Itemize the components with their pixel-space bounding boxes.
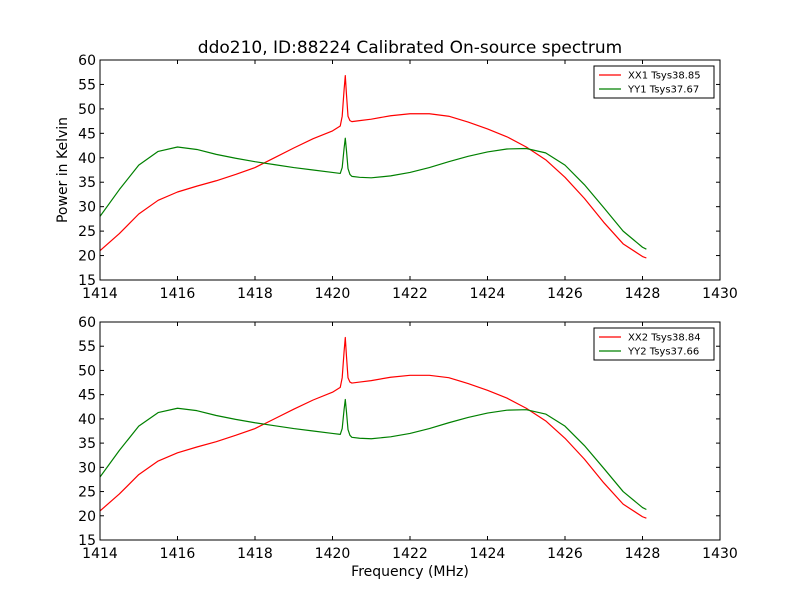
legend-box bbox=[593, 327, 715, 361]
x-tick-label: 1430 bbox=[702, 546, 738, 562]
legend-entry: YY2 Tsys37.66 bbox=[627, 347, 699, 358]
y-tick-label: 25 bbox=[78, 224, 96, 240]
top-spectrum-plot: 1414 1416 1418 1420 1422 1424 1426 1428 1430 15 20… bbox=[78, 53, 738, 302]
y-tick-label: 55 bbox=[78, 339, 96, 355]
x-tick-label: 1422 bbox=[392, 546, 428, 562]
x-tick-label: 1426 bbox=[547, 286, 583, 302]
x-tick-label: 1428 bbox=[625, 546, 661, 562]
x-tick-label: 1430 bbox=[702, 286, 738, 302]
y-tick-label: 45 bbox=[78, 388, 96, 404]
x-tick-label: 1424 bbox=[470, 286, 506, 302]
y-tick-label: 55 bbox=[78, 77, 96, 93]
series-line-1 bbox=[100, 75, 647, 259]
x-tick-label: 1428 bbox=[625, 286, 661, 302]
x-tick-label: 1414 bbox=[82, 546, 118, 562]
x-tick-label: 1422 bbox=[392, 286, 428, 302]
x-tick-label: 1424 bbox=[470, 546, 506, 562]
y-tick-label: 50 bbox=[78, 363, 96, 379]
y-tick-label: 60 bbox=[78, 315, 96, 331]
x-tick-label: 1416 bbox=[160, 546, 196, 562]
bottom-spectrum-plot: 1414 1416 1418 1420 1422 1424 1426 1428 1430 15 20… bbox=[78, 315, 738, 562]
x-tick-label: 1426 bbox=[547, 546, 583, 562]
y-tick-label: 20 bbox=[78, 249, 96, 265]
y-tick-label: 60 bbox=[78, 53, 96, 69]
y-tick-label: 15 bbox=[78, 273, 96, 289]
y-axis-label: Power in Kelvin bbox=[55, 117, 71, 223]
y-tick-label: 40 bbox=[78, 151, 96, 167]
y-tick-label: 45 bbox=[78, 126, 96, 142]
y-tick-label: 15 bbox=[78, 533, 96, 549]
y-tick-label: 30 bbox=[78, 200, 96, 216]
x-tick-label: 1418 bbox=[237, 286, 273, 302]
y-tick-label: 30 bbox=[78, 460, 96, 476]
series-line-2 bbox=[100, 398, 647, 511]
y-tick-label: 35 bbox=[78, 436, 96, 452]
x-tick-label: 1414 bbox=[82, 286, 118, 302]
x-tick-label: 1420 bbox=[315, 546, 351, 562]
legend-entry: XX1 Tsys38.85 bbox=[628, 71, 701, 82]
y-tick-label: 50 bbox=[78, 102, 96, 118]
y-tick-label: 35 bbox=[78, 175, 96, 191]
series-line-1 bbox=[100, 336, 647, 519]
y-tick-label: 20 bbox=[78, 509, 96, 525]
legend-box bbox=[593, 65, 715, 99]
series-line-2 bbox=[100, 137, 647, 250]
x-tick-label: 1420 bbox=[315, 286, 351, 302]
legend-entry: XX2 Tsys38.84 bbox=[628, 333, 701, 344]
figure-title: ddo210, ID:88224 Calibrated On-source sp… bbox=[198, 38, 622, 58]
legend-entry: YY1 Tsys37.67 bbox=[627, 85, 699, 96]
x-axis-label: Frequency (MHz) bbox=[351, 564, 469, 580]
y-tick-label: 40 bbox=[78, 412, 96, 428]
y-tick-label: 25 bbox=[78, 485, 96, 501]
x-tick-label: 1418 bbox=[237, 546, 273, 562]
x-tick-label: 1416 bbox=[160, 286, 196, 302]
